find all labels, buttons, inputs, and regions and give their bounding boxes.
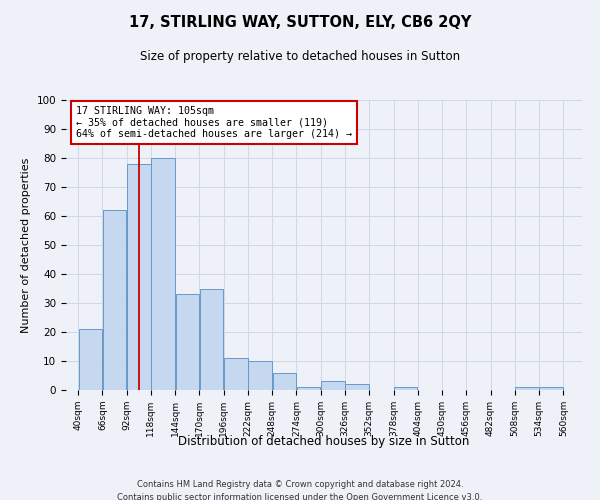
- Bar: [127, 164, 151, 390]
- Bar: [515, 387, 539, 390]
- Bar: [248, 361, 272, 390]
- Bar: [79, 329, 102, 390]
- Text: Contains public sector information licensed under the Open Government Licence v3: Contains public sector information licen…: [118, 492, 482, 500]
- Bar: [346, 384, 369, 390]
- Text: Contains HM Land Registry data © Crown copyright and database right 2024.: Contains HM Land Registry data © Crown c…: [137, 480, 463, 489]
- Text: Distribution of detached houses by size in Sutton: Distribution of detached houses by size …: [178, 435, 470, 448]
- Bar: [151, 158, 175, 390]
- Y-axis label: Number of detached properties: Number of detached properties: [21, 158, 31, 332]
- Bar: [394, 387, 418, 390]
- Bar: [272, 372, 296, 390]
- Bar: [321, 382, 344, 390]
- Bar: [176, 294, 199, 390]
- Bar: [200, 288, 223, 390]
- Bar: [224, 358, 248, 390]
- Bar: [539, 387, 563, 390]
- Text: Size of property relative to detached houses in Sutton: Size of property relative to detached ho…: [140, 50, 460, 63]
- Bar: [103, 210, 126, 390]
- Text: 17 STIRLING WAY: 105sqm
← 35% of detached houses are smaller (119)
64% of semi-d: 17 STIRLING WAY: 105sqm ← 35% of detache…: [76, 106, 352, 139]
- Bar: [297, 387, 320, 390]
- Text: 17, STIRLING WAY, SUTTON, ELY, CB6 2QY: 17, STIRLING WAY, SUTTON, ELY, CB6 2QY: [129, 15, 471, 30]
